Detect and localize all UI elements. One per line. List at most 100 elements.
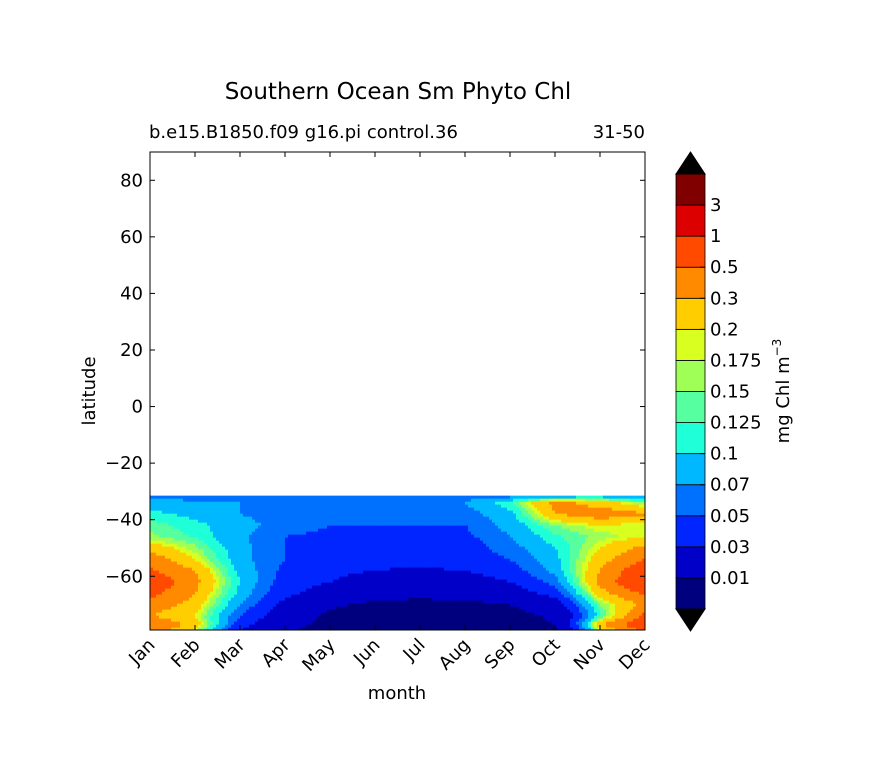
contour-cell (189, 552, 193, 557)
contour-cell (420, 567, 424, 572)
contour-cell (387, 531, 391, 536)
contour-cell (537, 573, 541, 578)
contour-cell (507, 573, 511, 578)
contour-cell (528, 549, 532, 554)
contour-cell (318, 519, 322, 524)
contour-cell (153, 528, 157, 533)
contour-cell (246, 507, 250, 512)
contour-cell (606, 561, 610, 566)
contour-cell (513, 546, 517, 551)
contour-cell (441, 510, 445, 515)
contour-cell (636, 495, 640, 500)
contour-cell (528, 516, 532, 521)
contour-cell (225, 552, 229, 557)
contour-cell (390, 534, 394, 539)
contour-cell (510, 576, 514, 581)
contour-cell (180, 543, 184, 548)
contour-cell (552, 531, 556, 536)
contour-cell (264, 552, 268, 557)
contour-cell (498, 537, 502, 542)
contour-cell (243, 564, 247, 569)
contour-cell (411, 549, 415, 554)
contour-cell (378, 558, 382, 563)
contour-cell (429, 504, 433, 509)
contour-cell (321, 552, 325, 557)
contour-cell (270, 534, 274, 539)
contour-cell (282, 561, 286, 566)
contour-cell (237, 528, 241, 533)
contour-cell (381, 513, 385, 518)
contour-cell (276, 498, 280, 503)
contour-cell (222, 540, 226, 545)
contour-cell (447, 498, 451, 503)
contour-cell (222, 525, 226, 530)
contour-cell (213, 573, 217, 578)
contour-cell (492, 564, 496, 569)
contour-cell (504, 531, 508, 536)
contour-cell (255, 525, 259, 530)
contour-cell (540, 555, 544, 560)
contour-cell (573, 501, 577, 506)
contour-cell (399, 549, 403, 554)
contour-cell (612, 579, 616, 584)
contour-cell (621, 558, 625, 563)
contour-cell (180, 540, 184, 545)
contour-cell (318, 498, 322, 503)
contour-cell (156, 558, 160, 563)
contour-cell (177, 513, 181, 518)
contour-cell (615, 507, 619, 512)
contour-cell (408, 531, 412, 536)
contour-cell (270, 519, 274, 524)
contour-cell (288, 540, 292, 545)
contour-cell (441, 579, 445, 584)
contour-cell (426, 579, 430, 584)
contour-cell (354, 573, 358, 578)
contour-cell (423, 531, 427, 536)
contour-cell (285, 534, 289, 539)
contour-cell (213, 582, 217, 587)
contour-cell (315, 522, 319, 527)
contour-cell (363, 534, 367, 539)
contour-cell (516, 510, 520, 515)
contour-cell (549, 504, 553, 509)
contour-cell (219, 534, 223, 539)
contour-cell (423, 558, 427, 563)
contour-cell (198, 576, 202, 581)
contour-cell (486, 534, 490, 539)
contour-cell (477, 576, 481, 581)
contour-cell (348, 525, 352, 530)
contour-cell (348, 498, 352, 503)
contour-cell (480, 546, 484, 551)
contour-cell (489, 501, 493, 506)
contour-cell (639, 501, 643, 506)
contour-cell (156, 576, 160, 581)
contour-cell (477, 558, 481, 563)
contour-cell (570, 501, 574, 506)
contour-cell (378, 495, 382, 500)
contour-cell (501, 513, 505, 518)
contour-cell (204, 525, 208, 530)
contour-cell (234, 507, 238, 512)
contour-cell (216, 570, 220, 575)
contour-cell (630, 501, 634, 506)
contour-cell (270, 543, 274, 548)
contour-cell (162, 528, 166, 533)
contour-cell (531, 555, 535, 560)
contour-cell (372, 507, 376, 512)
contour-cell (381, 495, 385, 500)
contour-cell (345, 570, 349, 575)
contour-cell (489, 579, 493, 584)
contour-cell (165, 552, 169, 557)
contour-cell (165, 549, 169, 554)
contour-cell (606, 558, 610, 563)
contour-cell (354, 543, 358, 548)
contour-cell (261, 534, 265, 539)
contour-cell (348, 522, 352, 527)
contour-cell (165, 546, 169, 551)
contour-cell (570, 558, 574, 563)
contour-cell (306, 558, 310, 563)
contour-cell (285, 510, 289, 515)
contour-cell (618, 546, 622, 551)
contour-cell (378, 552, 382, 557)
contour-cell (231, 579, 235, 584)
